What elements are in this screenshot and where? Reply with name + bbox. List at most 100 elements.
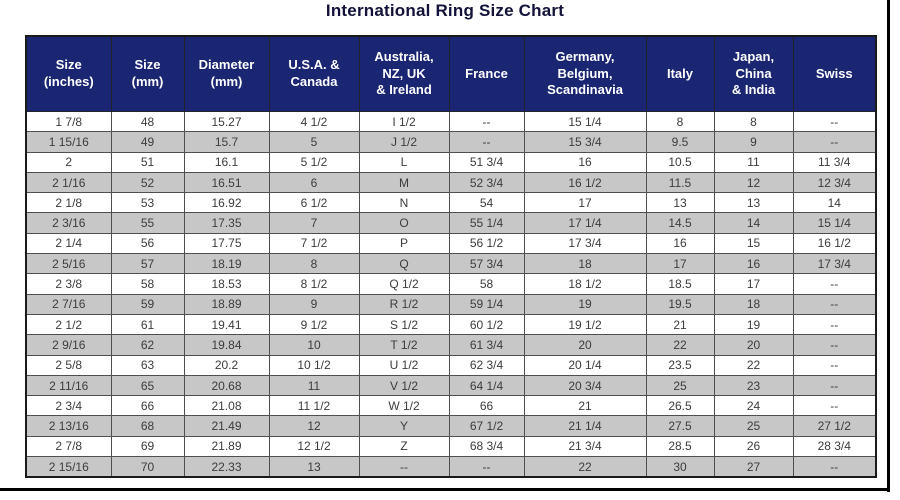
table-cell: 2 1/2: [25, 313, 112, 336]
table-row: 2 11/16 65 20.68 11 V 1/2 64 1/4 20 3/4 25 23 --: [25, 374, 877, 397]
table-cell: 20 3/4: [523, 374, 647, 397]
table-cell: 15.27: [183, 110, 270, 133]
ring-size-table: Size (inches) Size (mm) Diameter (mm) U.S.A…: [25, 35, 877, 479]
table-cell: 21: [523, 395, 647, 417]
table-cell: 18: [713, 293, 794, 315]
table-cell: 55 1/4: [448, 212, 525, 234]
table-cell: I 1/2: [358, 110, 450, 133]
table-cell: --: [792, 395, 877, 417]
table-cell: --: [792, 354, 877, 376]
table-cell: 9.5: [645, 131, 715, 153]
table-cell: 19: [523, 293, 647, 315]
table-cell: 9 1/2: [268, 313, 360, 336]
table-cell: 51 3/4: [448, 151, 525, 173]
table-cell: 25: [645, 374, 715, 397]
table-cell: --: [448, 110, 525, 133]
table-cell: 2 11/16: [25, 374, 112, 397]
table-cell: 54: [448, 192, 525, 214]
table-cell: 65: [110, 374, 185, 397]
table-cell: 5: [268, 131, 360, 153]
table-cell: 20: [523, 334, 647, 356]
table-cell: 11.5: [645, 171, 715, 194]
table-cell: 19.5: [645, 293, 715, 315]
table-cell: 21.08: [183, 395, 270, 417]
table-cell: 67 1/2: [448, 415, 525, 437]
table-cell: 28 3/4: [792, 435, 877, 458]
table-cell: 58: [448, 273, 525, 295]
table-cell: Q 1/2: [358, 273, 450, 295]
table-cell: 66: [110, 395, 185, 417]
column-header: Japan, China & India: [713, 35, 794, 112]
page-title: International Ring Size Chart: [325, 1, 565, 20]
table-cell: 17: [523, 192, 647, 214]
table-cell: 70: [110, 456, 185, 478]
table-cell: 8 1/2: [268, 273, 360, 295]
table-cell: 8: [713, 110, 794, 133]
table-cell: --: [792, 110, 877, 133]
table-cell: --: [792, 456, 877, 478]
table-cell: 15 1/4: [792, 212, 877, 234]
table-row: 1 7/8 48 15.27 4 1/2 I 1/2 -- 15 1/4 8 8 --: [25, 110, 877, 133]
table-cell: 11 1/2: [268, 395, 360, 417]
table-row: 2 1/4 56 17.75 7 1/2 P 56 1/2 17 3/4 16 15 16 1/2: [25, 232, 877, 255]
table-cell: 56: [110, 232, 185, 255]
table-cell: 59 1/4: [448, 293, 525, 315]
table-row: 2 7/16 59 18.89 9 R 1/2 59 1/4 19 19.5 18 --: [25, 293, 877, 315]
table-cell: R 1/2: [358, 293, 450, 315]
table-cell: --: [448, 456, 525, 478]
table-row: 2 51 16.1 5 1/2 L 51 3/4 16 10.5 11 11 3/4: [25, 151, 877, 173]
table-cell: 11: [713, 151, 794, 173]
table-row: 2 5/8 63 20.2 10 1/2 U 1/2 62 3/4 20 1/4 23.5 22…: [25, 354, 877, 376]
table-cell: 12 1/2: [268, 435, 360, 458]
table-cell: 18: [523, 253, 647, 275]
table-cell: --: [358, 456, 450, 478]
table-row: 2 3/4 66 21.08 11 1/2 W 1/2 66 21 26.5 24 --: [25, 395, 877, 417]
table-cell: 48: [110, 110, 185, 133]
table-cell: 17 3/4: [523, 232, 647, 255]
table-cell: 21 1/4: [523, 415, 647, 437]
table-cell: 12: [268, 415, 360, 437]
table-cell: 17 3/4: [792, 253, 877, 275]
table-cell: 62 3/4: [448, 354, 525, 376]
table-cell: 16 1/2: [523, 171, 647, 194]
table-cell: 27.5: [645, 415, 715, 437]
table-cell: 12 3/4: [792, 171, 877, 194]
table-cell: 15: [713, 232, 794, 255]
table-cell: 5 1/2: [268, 151, 360, 173]
column-header: France: [448, 35, 525, 112]
table-row: 2 1/8 53 16.92 6 1/2 N 54 17 13 13 14: [25, 192, 877, 214]
table-cell: 64 1/4: [448, 374, 525, 397]
table-cell: 2 3/8: [25, 273, 112, 295]
table-cell: 22: [713, 354, 794, 376]
table-cell: Z: [358, 435, 450, 458]
table-row: 2 15/16 70 22.33 13 -- -- 22 30 27 --: [25, 456, 877, 478]
table-cell: O: [358, 212, 450, 234]
table-cell: --: [792, 313, 877, 336]
table-cell: 18.5: [645, 273, 715, 295]
table-cell: 15.7: [183, 131, 270, 153]
table-cell: 21.89: [183, 435, 270, 458]
table-cell: 68 3/4: [448, 435, 525, 458]
table-cell: 51: [110, 151, 185, 173]
table-cell: 14: [713, 212, 794, 234]
table-cell: 61 3/4: [448, 334, 525, 356]
table-cell: 26: [713, 435, 794, 458]
table-cell: 21.49: [183, 415, 270, 437]
table-cell: 14.5: [645, 212, 715, 234]
table-cell: 17 1/4: [523, 212, 647, 234]
table-cell: P: [358, 232, 450, 255]
table-cell: 17: [713, 273, 794, 295]
column-header: Swiss: [792, 35, 877, 112]
table-cell: 17.75: [183, 232, 270, 255]
column-header: Australia, NZ, UK & Ireland: [358, 35, 450, 112]
table-cell: 24: [713, 395, 794, 417]
table-cell: 11: [268, 374, 360, 397]
table-cell: 57 3/4: [448, 253, 525, 275]
table-cell: 17: [645, 253, 715, 275]
table-row: 2 7/8 69 21.89 12 1/2 Z 68 3/4 21 3/4 28.5 26 28 …: [25, 435, 877, 458]
table-cell: 20.2: [183, 354, 270, 376]
table-cell: 19.84: [183, 334, 270, 356]
table-cell: 15 1/4: [523, 110, 647, 133]
table-cell: 2 3/4: [25, 395, 112, 417]
